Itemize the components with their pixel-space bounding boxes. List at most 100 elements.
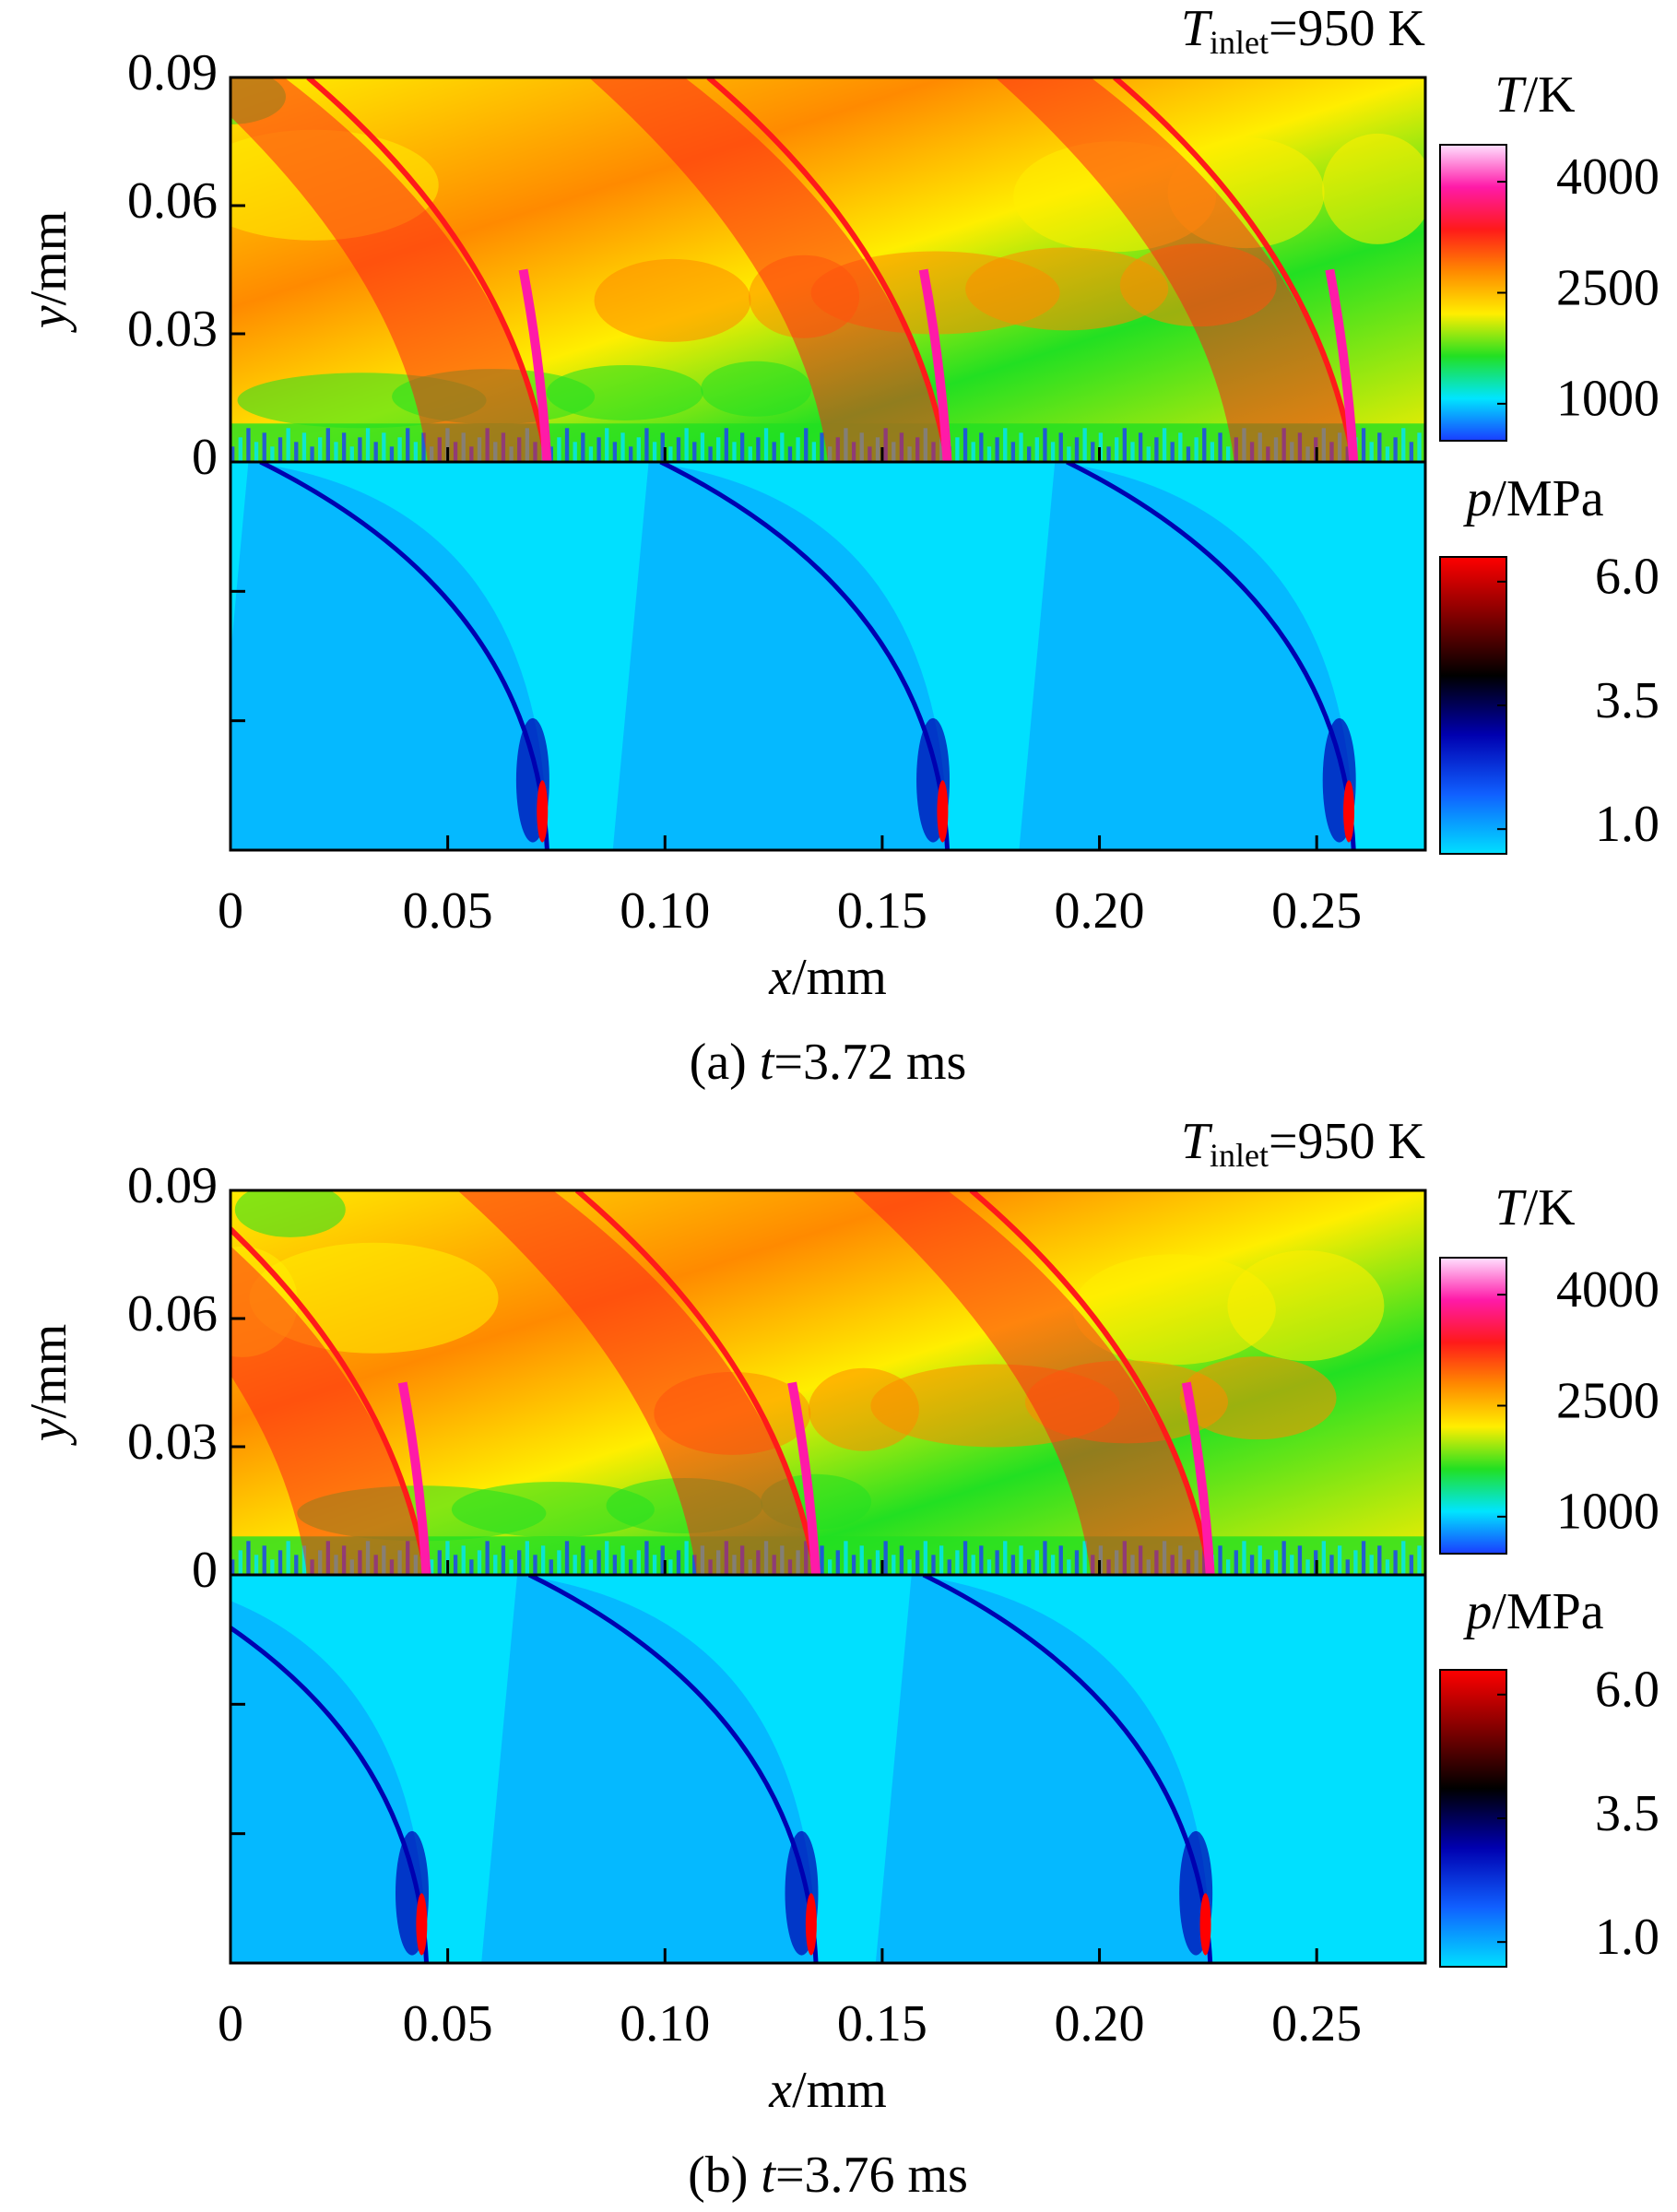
peak-pressure — [937, 780, 949, 843]
burned-region — [457, 1190, 817, 1575]
wall-vortex — [246, 428, 251, 462]
y-tick-label: 0.09 — [127, 1157, 218, 1214]
wall-vortex — [540, 1545, 546, 1575]
colorbar-unit: /K — [1524, 1179, 1576, 1236]
wall-vortex — [1417, 1545, 1422, 1575]
wall-vortex — [1043, 1541, 1047, 1575]
wall-vortex — [963, 1541, 968, 1575]
wall-vortex — [1234, 1550, 1238, 1575]
field-blob — [1227, 1250, 1385, 1362]
x-tick-label: 0.10 — [620, 1995, 710, 2052]
burned-region — [230, 77, 548, 462]
annotation-subscript: inlet — [1210, 24, 1269, 61]
annotation-symbol: T — [1181, 1113, 1213, 1170]
field-blob — [234, 1190, 346, 1237]
wall-vortex — [1393, 437, 1398, 462]
burned-region — [851, 1190, 1211, 1575]
panel: 00.030.060.090 0.05 0.10 0.15 0.20 0.25x/mmy/… — [20, 1113, 1659, 2204]
caption-label: (b) — [688, 2147, 748, 2204]
wall-vortex — [1050, 442, 1056, 462]
wall-vortex — [1034, 437, 1039, 462]
colorbar-tick-label: 2500 — [1556, 1372, 1659, 1429]
colorbar-tick-label: 1.0 — [1595, 1909, 1659, 1966]
wall-vortex — [899, 1545, 904, 1575]
wall-vortex — [892, 1555, 896, 1575]
wall-vortex — [286, 428, 290, 462]
wall-vortex — [1242, 1541, 1246, 1575]
wall-vortex — [270, 1559, 275, 1575]
field-blob — [965, 247, 1169, 331]
annotation-subscript: inlet — [1210, 1137, 1269, 1174]
wall-vortex — [373, 442, 378, 462]
wall-vortex — [955, 437, 960, 462]
colorbar-symbol: T — [1494, 1179, 1527, 1236]
wall-vortex — [588, 446, 594, 462]
wall-vortex — [230, 1559, 235, 1575]
wall-vortex — [397, 437, 402, 462]
wall-vortex — [1043, 428, 1047, 462]
detonation-front — [574, 1190, 819, 1575]
wall-vortex — [461, 1545, 466, 1575]
wall-vortex — [820, 1545, 824, 1575]
wall-vortex — [620, 1545, 625, 1575]
x-axis-label: x/mm — [768, 2062, 887, 2119]
wall-vortex — [564, 1541, 570, 1575]
wall-vortex — [1146, 446, 1151, 462]
wall-vortex — [453, 1555, 458, 1575]
colorbar-tick-label: 1000 — [1556, 1484, 1659, 1541]
wall-vortex — [1162, 428, 1167, 462]
wall-vortex — [294, 442, 299, 462]
wall-vortex — [334, 442, 338, 462]
wall-vortex — [493, 1555, 498, 1575]
wall-vortex — [230, 446, 235, 462]
wall-vortex — [1067, 1559, 1071, 1575]
wall-vortex — [986, 1559, 992, 1575]
detonation-front — [969, 1190, 1213, 1575]
y-tick-label: 0.06 — [127, 172, 218, 230]
colorbar-title: T/K — [1494, 66, 1575, 124]
wall-vortex — [605, 1541, 609, 1575]
wall-vortex — [1122, 428, 1127, 462]
colorbar-tick-label: 6.0 — [1595, 549, 1659, 606]
wall-vortex — [525, 1541, 529, 1575]
wall-vortex — [756, 437, 761, 462]
wall-vortex — [238, 437, 242, 462]
colorbar-tick-label: 6.0 — [1595, 1662, 1659, 1719]
wall-vortex — [430, 1559, 434, 1575]
wall-vortex — [1337, 1545, 1342, 1575]
wall-vortex — [820, 432, 824, 462]
wall-vortex — [844, 1541, 848, 1575]
x-tick-label: 0 — [218, 882, 243, 940]
caption-text: =3.72 ms — [774, 1034, 966, 1091]
plot-frame — [229, 1573, 1427, 1965]
hot-spot — [1181, 1381, 1215, 1575]
wall-vortex — [796, 437, 800, 462]
wall-vortex — [1027, 1559, 1032, 1575]
wall-vortex — [1074, 1550, 1080, 1575]
wall-vortex — [286, 1541, 290, 1575]
wall-vortex — [883, 1541, 888, 1575]
wall-vortex — [349, 446, 354, 462]
wall-vortex — [660, 1545, 665, 1575]
wall-vortex — [668, 446, 673, 462]
wall-vortex — [1417, 432, 1422, 462]
detonation-front — [230, 1225, 430, 1575]
pressure-field — [230, 462, 1425, 850]
colorbar-tick-label: 1.0 — [1595, 796, 1659, 853]
wall-vortex — [1353, 1550, 1358, 1575]
wall-vortex — [254, 1555, 259, 1575]
wall-vortex — [1329, 1555, 1334, 1575]
colorbar-symbol: p — [1462, 470, 1492, 527]
plot-frame — [229, 460, 1427, 852]
peak-pressure — [1199, 1893, 1211, 1956]
expansion-region — [230, 462, 548, 850]
y-tick-label: 0 — [192, 1542, 218, 1599]
caption-symbol: t — [761, 2147, 776, 2204]
burned-region — [230, 1246, 427, 1575]
wall-vortex — [979, 432, 984, 462]
wall-vortex — [1194, 437, 1199, 462]
annotation-text: =950 K — [1269, 1113, 1425, 1170]
wall-vortex — [644, 1541, 649, 1575]
wall-vortex — [389, 446, 395, 462]
wall-vortex — [676, 437, 681, 462]
